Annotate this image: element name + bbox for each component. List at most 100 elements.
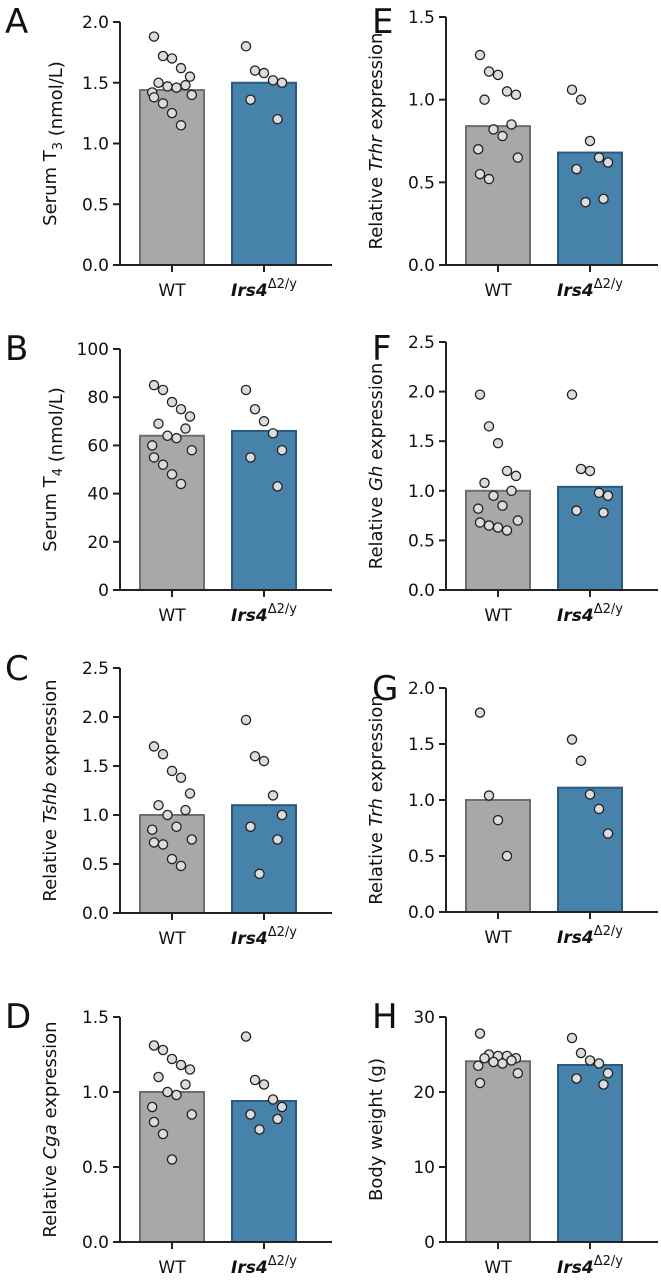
point-wt xyxy=(148,1116,160,1128)
bar-mutant xyxy=(231,804,297,915)
point-wt xyxy=(483,173,495,185)
category-label-wt: WT xyxy=(484,281,512,301)
point-wt xyxy=(180,1079,191,1090)
bar-mutant xyxy=(231,81,297,266)
y-axis-label: Relative Tshb expression xyxy=(40,679,61,901)
point-mutant xyxy=(602,1068,614,1079)
point-wt xyxy=(479,1053,490,1064)
point-wt xyxy=(146,824,158,835)
point-wt xyxy=(512,152,524,163)
point-wt xyxy=(497,1058,508,1069)
point-wt xyxy=(162,430,173,442)
point-wt xyxy=(148,31,160,42)
category-label-mutant: Irs4Δ2/y xyxy=(231,277,297,301)
point-mutant xyxy=(598,193,609,205)
panel-h: H 0 10 20 30 WT Irs4Δ2/y Body weight (g) xyxy=(366,997,658,1278)
point-mutant xyxy=(276,444,288,456)
y-tick-label: 20 xyxy=(413,1083,435,1103)
point-mutant xyxy=(580,196,591,208)
point-wt xyxy=(166,396,178,408)
y-tick-label: 0.0 xyxy=(82,904,109,924)
y-tick-label: 0.0 xyxy=(408,903,435,923)
point-wt xyxy=(166,107,178,119)
category-label-wt: WT xyxy=(158,606,186,626)
point-wt xyxy=(512,1068,524,1079)
point-wt xyxy=(157,748,169,760)
point-wt xyxy=(148,452,160,463)
point-wt xyxy=(148,1040,160,1051)
point-wt xyxy=(153,418,164,429)
point-wt xyxy=(474,168,486,180)
point-wt xyxy=(483,790,495,801)
y-axis-label: Serum T3 (nmol/L) xyxy=(40,61,67,226)
point-wt xyxy=(506,485,517,497)
point-mutant xyxy=(602,828,614,839)
point-wt xyxy=(186,444,198,456)
y-tick-label: 20 xyxy=(87,533,109,553)
point-mutant xyxy=(249,750,261,762)
panel-d: D 0.0 0.5 1.0 1.5 WT Irs4Δ2/y Relative Cga expr… xyxy=(5,997,332,1278)
point-wt xyxy=(483,66,495,77)
point-wt xyxy=(483,520,495,531)
point-mutant xyxy=(272,834,283,845)
point-mutant xyxy=(245,1109,256,1120)
point-mutant xyxy=(267,428,279,439)
point-mutant xyxy=(571,505,582,516)
point-wt xyxy=(162,1086,173,1098)
point-wt xyxy=(153,77,164,89)
point-mutant xyxy=(598,1079,609,1090)
category-label-wt: WT xyxy=(158,1258,186,1278)
point-wt xyxy=(184,71,196,82)
point-mutant xyxy=(602,157,614,168)
point-mutant xyxy=(276,1101,288,1113)
point-mutant xyxy=(249,403,261,415)
point-mutant xyxy=(276,77,288,89)
category-label-mutant: Irs4Δ2/y xyxy=(557,1254,623,1278)
category-label-mutant: Irs4Δ2/y xyxy=(557,924,623,948)
y-tick-label: 100 xyxy=(77,340,109,360)
panel-letter: D xyxy=(5,997,31,1037)
point-wt xyxy=(506,119,517,130)
point-mutant xyxy=(593,487,605,499)
point-wt xyxy=(157,459,169,470)
point-wt xyxy=(146,1101,158,1113)
point-wt xyxy=(488,124,499,135)
point-wt xyxy=(166,853,178,865)
point-wt xyxy=(180,804,191,816)
point-mutant xyxy=(575,463,587,475)
point-mutant xyxy=(571,1073,582,1084)
point-wt xyxy=(506,1055,517,1066)
y-tick-label: 1.5 xyxy=(82,74,109,94)
point-wt xyxy=(474,1028,486,1039)
point-wt xyxy=(492,814,504,826)
point-wt xyxy=(472,144,484,155)
y-tick-label: 0.5 xyxy=(408,173,435,193)
y-tick-label: 10 xyxy=(413,1158,435,1178)
point-wt xyxy=(479,477,490,489)
panel-letter: E xyxy=(372,2,393,42)
y-tick-label: 0.0 xyxy=(82,256,109,276)
point-wt xyxy=(171,1089,182,1101)
y-tick-label: 1.0 xyxy=(82,1083,109,1103)
point-wt xyxy=(175,772,187,784)
panel-letter: C xyxy=(5,649,29,689)
category-label-wt: WT xyxy=(158,929,186,949)
point-wt xyxy=(474,517,486,528)
point-wt xyxy=(175,403,187,415)
point-wt xyxy=(166,765,178,777)
point-mutant xyxy=(258,67,270,79)
bar-wt xyxy=(139,89,205,267)
y-tick-label: 1.5 xyxy=(408,8,435,28)
bar-mutant xyxy=(231,1100,297,1243)
y-tick-label: 0 xyxy=(98,581,109,601)
point-mutant xyxy=(240,714,252,726)
y-tick-label: 1.0 xyxy=(82,135,109,155)
y-tick-label: 0.0 xyxy=(82,1233,109,1253)
point-mutant xyxy=(566,389,578,400)
y-tick-label: 30 xyxy=(413,1008,435,1028)
point-mutant xyxy=(593,1058,605,1069)
y-axis-label: Relative Cga expression xyxy=(40,1021,61,1237)
point-wt xyxy=(175,1059,187,1071)
point-wt xyxy=(175,62,187,74)
y-tick-label: 2.5 xyxy=(82,659,109,679)
